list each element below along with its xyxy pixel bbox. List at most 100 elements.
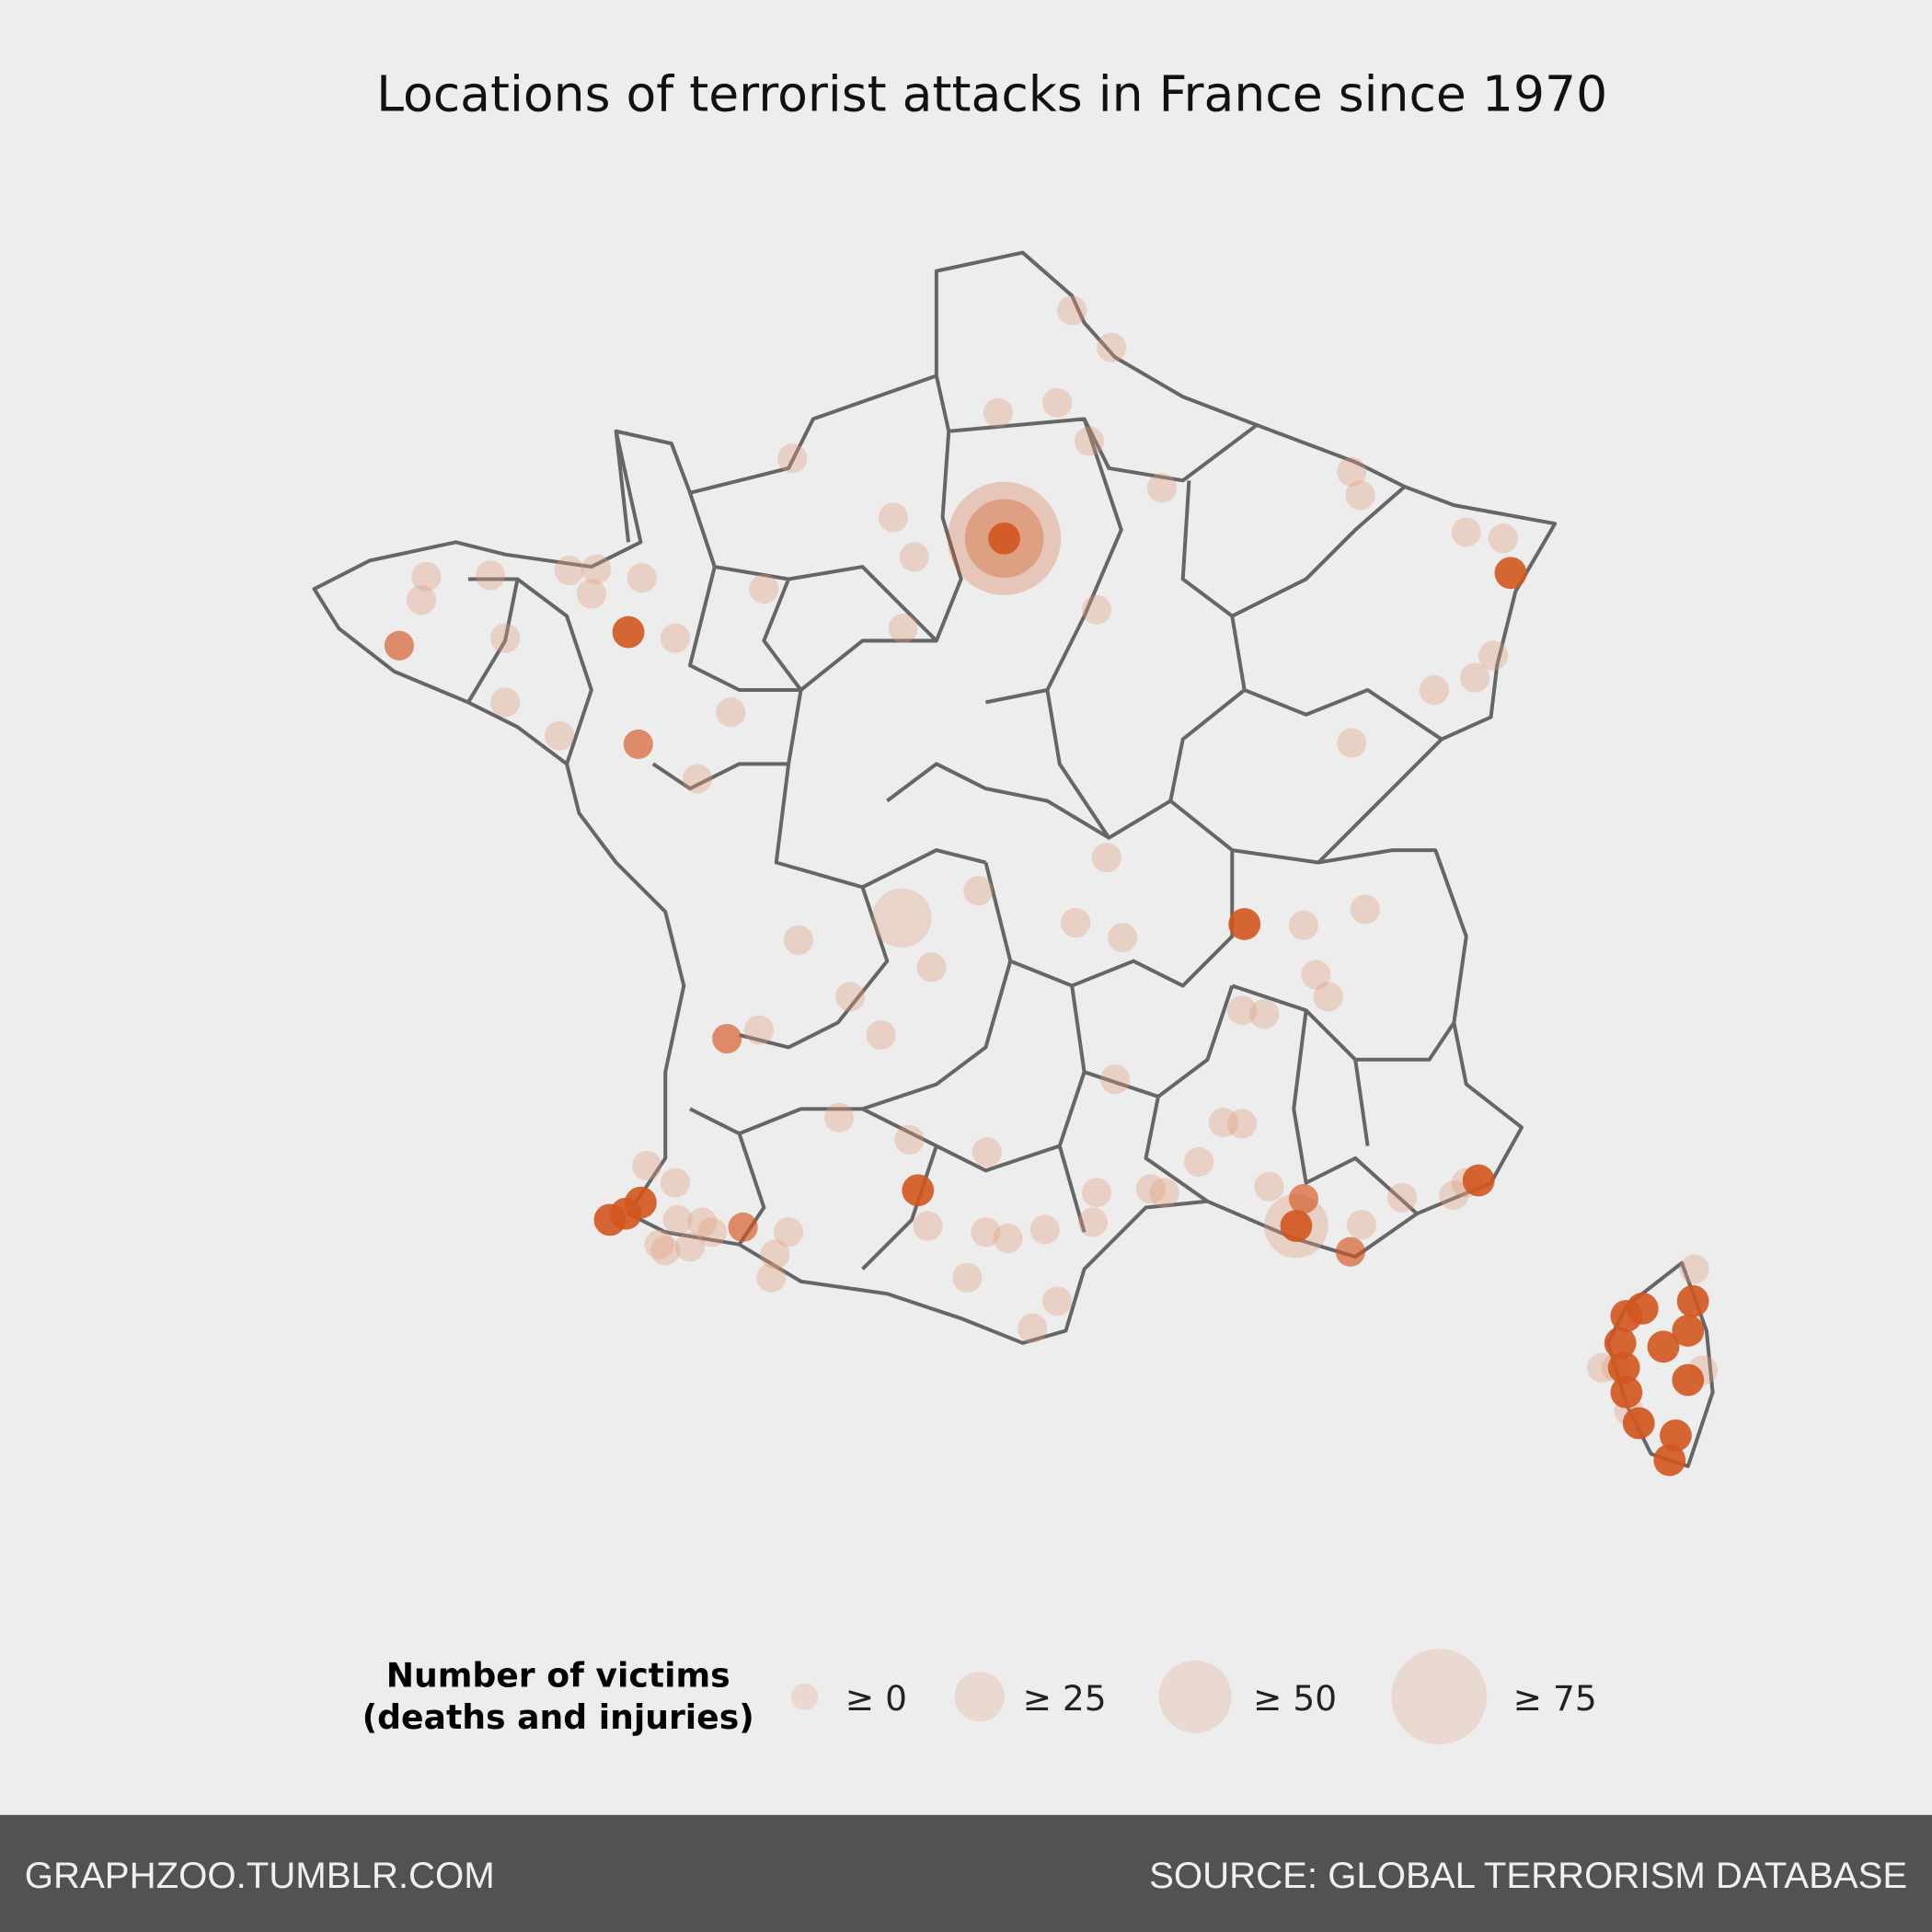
attack-marker: [490, 623, 521, 653]
map: [312, 250, 1715, 1468]
attack-marker: [916, 952, 947, 983]
attack-marker: [1660, 1419, 1692, 1452]
attack-marker: [749, 574, 779, 604]
attack-marker: [1146, 473, 1178, 503]
attack-marker: [1288, 910, 1319, 940]
attack-marker: [783, 925, 813, 955]
attack-marker: [1337, 728, 1367, 758]
attack-marker: [1301, 960, 1331, 990]
attack-marker: [1488, 523, 1518, 554]
attack-marker: [1345, 480, 1375, 511]
attack-marker: [971, 1217, 1001, 1248]
attack-marker: [972, 1137, 1002, 1167]
map-title: Locations of terrorist attacks in France…: [376, 65, 1607, 123]
attack-marker: [777, 443, 808, 474]
attack-marker: [952, 1262, 983, 1293]
attack-marker: [1226, 1109, 1258, 1139]
legend-title: Number of victims: [386, 1655, 730, 1695]
attack-marker: [902, 1174, 935, 1207]
attack-marker: [894, 1124, 925, 1155]
attack-marker: [1313, 982, 1343, 1012]
attack-marker: [1478, 640, 1509, 671]
attack-marker: [406, 585, 437, 615]
attack-marker: [682, 764, 713, 794]
attack-marker: [1108, 923, 1138, 953]
attack-marker: [1647, 1330, 1680, 1363]
attack-marker: [1081, 594, 1112, 626]
attack-marker: [1335, 1236, 1365, 1267]
attack-marker: [1626, 1292, 1659, 1325]
attack-marker: [581, 554, 612, 584]
attack-marker: [1610, 1375, 1643, 1409]
attack-marker: [1077, 1207, 1109, 1237]
attack-marker: [1672, 1315, 1705, 1347]
legend-size-swatch: [790, 1683, 819, 1710]
attack-marker: [1096, 332, 1127, 362]
attack-marker: [1460, 662, 1490, 693]
attack-marker: [1226, 995, 1258, 1026]
attack-marker: [660, 623, 690, 653]
attack-marker: [660, 1167, 690, 1198]
attack-marker: [1672, 1363, 1705, 1397]
attack-marker: [1249, 999, 1280, 1029]
attack-marker: [878, 502, 909, 533]
attack-marker: [835, 982, 866, 1012]
attack-marker: [1419, 674, 1449, 706]
attack-marker: [1494, 557, 1527, 590]
legend: Number of victims (deaths and injuries) …: [362, 1649, 1597, 1745]
attack-marker: [1061, 908, 1091, 938]
attack-marker: [716, 697, 746, 728]
attack-marker: [1462, 1164, 1495, 1197]
attack-marker: [1439, 1180, 1469, 1211]
legend-size-swatch: [954, 1672, 1005, 1722]
attack-marker: [760, 1239, 790, 1270]
attack-marker: [1074, 426, 1104, 456]
attack-marker: [490, 687, 521, 718]
department-lines: [466, 375, 1456, 1271]
attack-marker: [1587, 1352, 1617, 1383]
attack-marker: [1228, 908, 1261, 940]
attack-marker: [728, 1212, 758, 1242]
attack-marker: [899, 542, 929, 572]
legend-label: ≥ 0: [845, 1678, 907, 1719]
attack-marker: [1604, 1327, 1637, 1360]
attack-marker: [756, 1262, 787, 1293]
attack-marker: [632, 1150, 662, 1181]
attack-marker: [1387, 1182, 1418, 1213]
attack-marker: [1099, 1064, 1131, 1095]
legend-label: ≥ 50: [1253, 1678, 1337, 1719]
attack-marker: [983, 397, 1013, 428]
attack-marker: [823, 1102, 855, 1133]
attack-marker: [1149, 1178, 1179, 1208]
attack-marker: [1091, 843, 1121, 873]
attack-marker: [674, 1232, 706, 1262]
attack-marker: [1208, 1108, 1238, 1138]
attack-marker: [623, 729, 653, 759]
attack-marker: [1676, 1284, 1709, 1317]
attack-marker: [411, 561, 442, 592]
attack-marker: [612, 615, 645, 649]
attack-marker: [743, 1015, 775, 1045]
france-outline: [312, 250, 1558, 1345]
attack-marker: [1346, 1210, 1376, 1240]
attack-marker: [1254, 1171, 1284, 1202]
attack-marker: [1679, 1254, 1709, 1284]
attack-marker: [1057, 295, 1087, 326]
attack-marker: [1653, 1443, 1686, 1477]
attack-marker: [687, 1207, 718, 1237]
legend-label: ≥ 25: [1023, 1678, 1107, 1719]
attack-marker: [644, 1229, 674, 1259]
attack-marker: [1622, 1407, 1655, 1440]
footer-source: SOURCE: GLOBAL TERRORISM DATABASE: [1149, 1855, 1907, 1896]
attack-marker: [662, 1204, 693, 1235]
attack-marker: [650, 1236, 681, 1266]
attack-marker: [475, 560, 506, 591]
attack-marker: [625, 1186, 657, 1219]
attack-marker: [697, 1217, 728, 1248]
attack-marker: [888, 613, 918, 644]
attack-marker: [1288, 1184, 1319, 1214]
attack-marker: [1018, 1313, 1048, 1343]
attack-marker: [988, 522, 1020, 555]
